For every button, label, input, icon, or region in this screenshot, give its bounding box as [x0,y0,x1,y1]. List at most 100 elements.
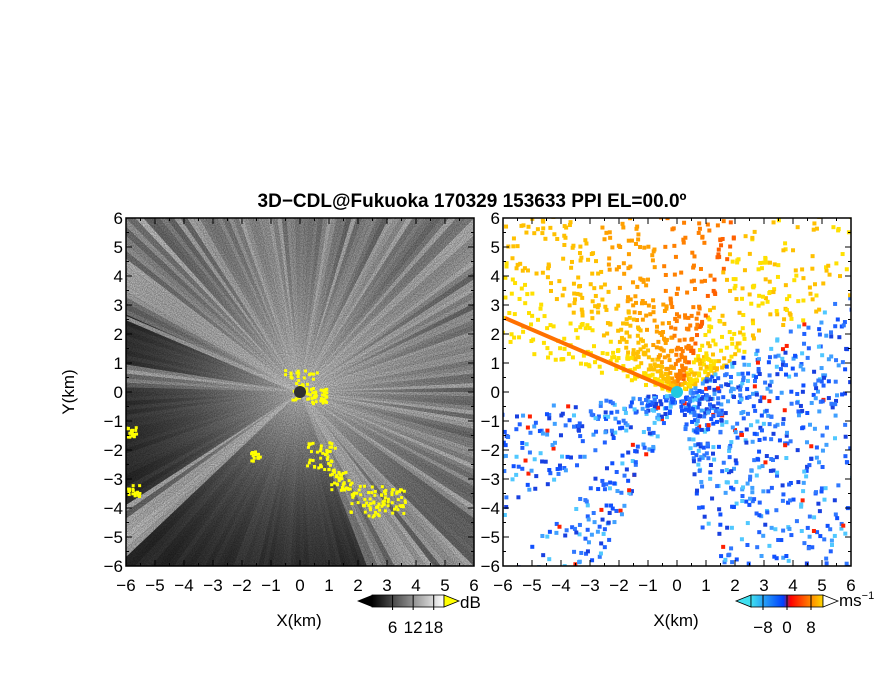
velocity-cell [800,389,805,394]
velocity-cell [818,534,823,539]
velocity-cell [843,367,848,372]
velocity-cell [734,161,738,165]
velocity-cell [542,314,547,319]
snr-speck [306,392,310,396]
velocity-cell [523,282,528,287]
velocity-cell [670,376,675,381]
velocity-cell [596,271,601,276]
velocity-cell [627,334,632,339]
velocity-cell [516,464,521,469]
velocity-cell [833,413,838,418]
velocity-cell [670,227,675,232]
velocity-cell [682,337,687,342]
velocity-cell [616,420,621,425]
velocity-cell [750,485,755,490]
velocity-cell [510,477,515,482]
velocity-cell [574,328,579,333]
velocity-cell [727,445,732,450]
velocity-cell [520,445,525,450]
velocity-cell [762,436,767,441]
velocity-cell [603,410,608,415]
velocity-cell [716,408,721,413]
velocity-cell [625,299,630,304]
velocity-cell [837,335,842,340]
velocity-cell [686,315,691,320]
velocity-cell [864,305,868,309]
velocity-cell [722,560,727,565]
velocity-cell [795,448,800,453]
velocity-cell [730,560,735,565]
velocity-cell [860,347,864,351]
velocity-cell [635,284,640,289]
velocity-cell [526,311,531,316]
velocity-cell [718,238,723,243]
velocity-cell [809,456,814,461]
velocity-cell [813,396,818,401]
velocity-cell [701,355,706,360]
velocity-cell [624,321,629,326]
velocity-cell [775,396,780,401]
velocity-cell [718,522,723,527]
snr-speck [131,492,135,496]
velocity-cell [752,577,756,581]
velocity-cell [569,259,574,264]
velocity-cell [721,460,726,465]
velocity-cell [624,428,629,433]
velocity-cell [840,392,845,397]
velocity-cell [828,549,833,554]
velocity-cell [670,400,675,405]
velocity-cell [763,380,768,385]
velocity-cell [626,238,631,243]
velocity-cell [625,356,630,361]
velocity-cell [785,441,790,446]
velocity-cell [802,322,807,327]
velocity-cell [635,364,640,369]
velocity-cell [729,546,734,551]
velocity-cell [607,486,612,491]
snr-speck [390,501,394,505]
velocity-cell [694,421,699,426]
velocity-cell [716,444,721,449]
velocity-cell [830,405,835,410]
velocity-cell [783,363,788,368]
velocity-cell [814,455,819,460]
velocity-cell [589,412,594,417]
velocity-cell [646,426,651,431]
velocity-cell [783,247,788,252]
velocity-cell [619,335,624,340]
velocity-cell [819,209,823,213]
snr-y-tick-label: 3 [114,296,123,315]
velocity-cell [489,523,493,527]
velocity-cell [663,411,668,416]
snr-speck [328,449,332,453]
velocity-cell [726,383,731,388]
snr-speck [330,483,334,487]
velocity-cell [872,386,876,390]
velocity-cell [680,349,685,354]
velocity-cell [729,440,734,445]
velocity-cell [775,274,780,279]
snr-speck [311,458,315,462]
snr-x-tick-label: −2 [232,576,251,595]
velocity-cell [695,488,700,493]
velocity-cell [513,281,518,286]
snr-y-tick-label: −4 [104,499,123,518]
velocity-cell [683,315,688,320]
velocity-cell [620,221,625,226]
velocity-cell [775,338,780,343]
velocity-cell [702,278,707,283]
velocity-cell [827,574,831,578]
velocity-cell [727,177,731,181]
velocity-cell [824,442,829,447]
velocity-cell [789,533,794,538]
velocity-cell [482,299,486,303]
velocity-cell [693,429,698,434]
velocity-cell [527,450,532,455]
snr-speck [295,382,299,386]
velocity-cell [753,193,757,197]
velocity-cell [780,362,785,367]
velocity-cell [866,423,870,427]
velocity-cell [652,362,657,367]
velocity-cell [648,312,653,317]
velocity-cell [628,425,633,430]
